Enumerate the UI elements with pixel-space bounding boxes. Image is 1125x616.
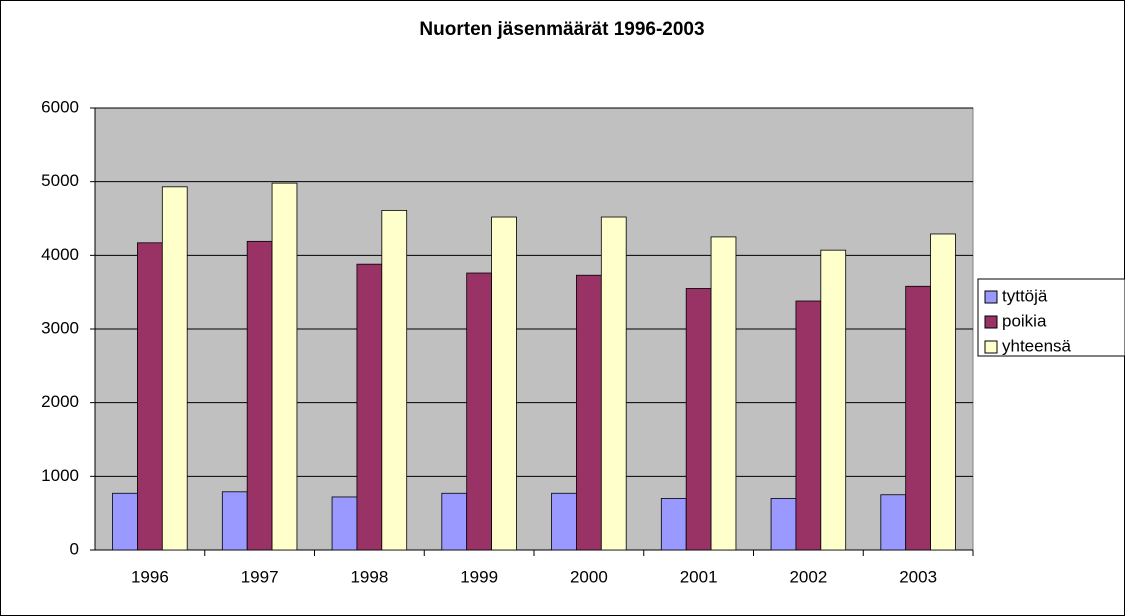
bar <box>356 263 383 551</box>
y-tick-label: 5000 <box>41 171 79 190</box>
legend-label: poikia <box>1002 311 1047 330</box>
bar <box>710 236 737 551</box>
y-tick-label: 6000 <box>41 97 79 116</box>
bar <box>271 182 298 551</box>
bar <box>600 216 627 551</box>
x-tick-label: 2003 <box>899 567 937 586</box>
legend-swatch <box>984 290 998 304</box>
x-tick-label: 2002 <box>789 567 827 586</box>
x-tick-label: 1997 <box>241 567 279 586</box>
x-tick-label: 2000 <box>570 567 608 586</box>
y-tick-label: 2000 <box>41 392 79 411</box>
y-tick-label: 1000 <box>41 466 79 485</box>
bar <box>795 300 822 551</box>
bar <box>576 274 602 551</box>
bar <box>685 288 712 551</box>
x-tick-label: 1996 <box>131 567 169 586</box>
y-tick-label: 3000 <box>41 318 79 337</box>
bar <box>880 494 907 551</box>
x-tick-label: 1999 <box>460 567 498 586</box>
bar <box>246 240 273 551</box>
bar <box>331 496 358 551</box>
bar <box>491 216 517 551</box>
bar <box>820 249 847 551</box>
bar <box>905 285 931 551</box>
legend-label: yhteensä <box>1002 336 1072 355</box>
legend-box <box>977 278 1125 357</box>
bar <box>551 492 577 551</box>
bar <box>221 491 248 551</box>
x-tick-label: 2001 <box>680 567 718 586</box>
bar <box>161 186 188 551</box>
legend-label: tyttöjä <box>1002 286 1048 305</box>
x-tick-label: 1998 <box>350 567 388 586</box>
bar <box>381 209 408 551</box>
bar <box>770 498 797 551</box>
bar <box>660 498 687 551</box>
y-tick-label: 4000 <box>41 245 79 264</box>
chart-title: Nuorten jäsenmäärät 1996-2003 <box>419 19 704 40</box>
legend-swatch <box>984 315 998 329</box>
y-tick-label: 0 <box>70 539 79 558</box>
bar <box>137 242 163 551</box>
legend-swatch <box>984 340 998 354</box>
bar <box>441 492 468 551</box>
bar <box>466 272 492 551</box>
bar <box>112 492 138 551</box>
bar <box>930 233 956 551</box>
